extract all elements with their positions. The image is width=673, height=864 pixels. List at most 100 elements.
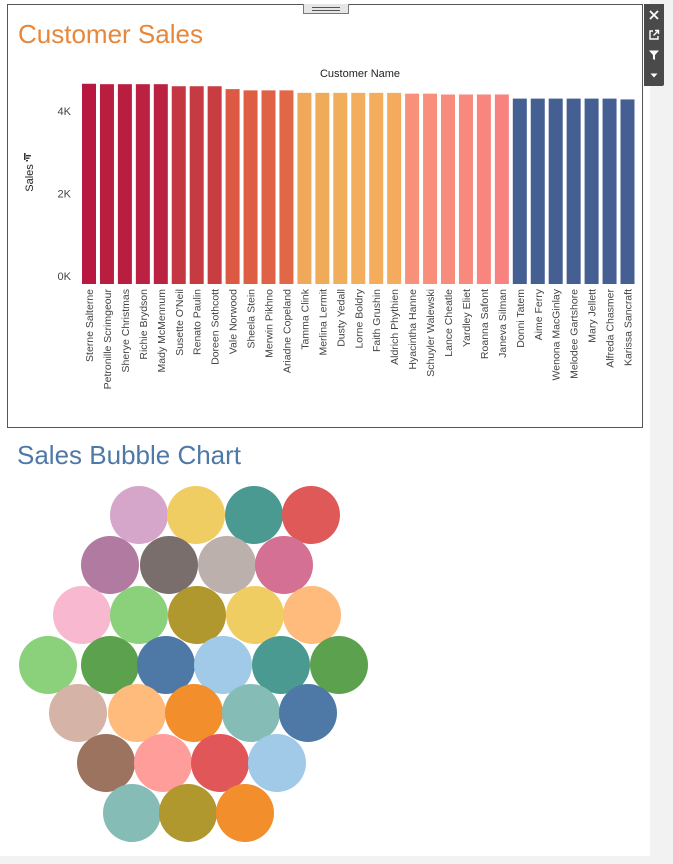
- sales-bubble[interactable]: [168, 586, 226, 644]
- sales-bubble[interactable]: [283, 586, 341, 644]
- customer-name-label: Janeva Silman: [497, 289, 509, 358]
- customer-name-label: Melodee Gartshore: [569, 289, 581, 379]
- sales-bar[interactable]: [405, 93, 420, 284]
- sales-bubble[interactable]: [81, 536, 139, 594]
- sales-bar[interactable]: [297, 92, 312, 284]
- customer-name-label: Faith Grushin: [371, 289, 383, 352]
- customer-name-label: Sherye Christmas: [120, 289, 132, 372]
- customer-name-label: Aldrich Phythien: [389, 289, 401, 365]
- y-tick-label: 2K: [58, 189, 72, 201]
- customer-name-label: Karissa Sancraft: [623, 289, 635, 366]
- sales-bubble[interactable]: [194, 636, 252, 694]
- sales-bubble[interactable]: [81, 636, 139, 694]
- sales-bar[interactable]: [548, 98, 563, 284]
- sales-bubble[interactable]: [248, 734, 306, 792]
- sales-bar[interactable]: [494, 94, 509, 284]
- sales-bubble[interactable]: [140, 536, 198, 594]
- close-icon[interactable]: [644, 5, 664, 25]
- sales-bar[interactable]: [423, 93, 438, 284]
- sales-bar[interactable]: [387, 92, 402, 284]
- customer-name-label: Schuyler Walewski: [425, 289, 437, 377]
- customer-name-label: Mary Jellett: [587, 289, 599, 343]
- filter-icon[interactable]: [644, 45, 664, 65]
- customer-name-label: Sterne Salterne: [84, 289, 96, 362]
- customer-name-label: Petronille Scrimgeour: [102, 289, 114, 390]
- sales-bar[interactable]: [243, 90, 258, 284]
- customer-name-label: Wenona MacGinlay: [551, 288, 563, 380]
- customer-name-label: Yardley Eliet: [461, 289, 473, 347]
- customer-name-label: Dusty Yedall: [335, 289, 347, 347]
- sales-bubble[interactable]: [255, 536, 313, 594]
- sales-bubble[interactable]: [198, 536, 256, 594]
- customer-name-label: Sheela Stein: [246, 289, 258, 349]
- customer-name-label: Donni Tatem: [515, 289, 527, 348]
- sales-bubble[interactable]: [134, 734, 192, 792]
- popout-icon[interactable]: [644, 25, 664, 45]
- sales-bubble[interactable]: [110, 586, 168, 644]
- sales-bar[interactable]: [279, 90, 294, 284]
- sales-bar[interactable]: [512, 98, 527, 284]
- sales-bubble[interactable]: [282, 486, 340, 544]
- sales-bar[interactable]: [602, 98, 617, 284]
- sales-bar[interactable]: [82, 83, 96, 285]
- sales-bar[interactable]: [476, 94, 491, 284]
- sales-bubble[interactable]: [49, 684, 107, 742]
- scroll-gutter: [650, 0, 673, 864]
- sales-bar[interactable]: [351, 92, 366, 284]
- sales-bar[interactable]: [441, 94, 455, 284]
- sales-bar[interactable]: [207, 86, 222, 285]
- customer-name-label: Doreen Sothcott: [210, 289, 222, 365]
- x-axis-title: Customer Name: [320, 68, 400, 80]
- y-tick-label: 0K: [58, 271, 72, 283]
- sales-bubble[interactable]: [103, 784, 161, 842]
- sort-icon[interactable]: [24, 153, 31, 162]
- sales-bubble[interactable]: [19, 636, 77, 694]
- sales-bar[interactable]: [99, 84, 114, 285]
- panel-drag-handle[interactable]: [303, 4, 349, 14]
- sales-bar[interactable]: [225, 89, 240, 285]
- sales-bubble[interactable]: [53, 586, 111, 644]
- sales-bubble[interactable]: [225, 486, 283, 544]
- sales-bar[interactable]: [315, 92, 330, 284]
- customer-name-label: Ariadne Copeland: [281, 289, 293, 373]
- customer-name-label: Aime Ferry: [533, 288, 545, 340]
- dropdown-icon[interactable]: [644, 65, 664, 85]
- sales-bar[interactable]: [189, 86, 204, 285]
- sales-bubble[interactable]: [108, 684, 166, 742]
- sales-bar[interactable]: [117, 84, 132, 285]
- sales-bar[interactable]: [620, 99, 635, 284]
- panel-toolbar: [644, 4, 664, 86]
- sales-bubble[interactable]: [191, 734, 249, 792]
- sales-bubble[interactable]: [252, 636, 310, 694]
- bottom-gutter: [0, 856, 673, 864]
- sales-bar[interactable]: [530, 98, 545, 284]
- sales-bar[interactable]: [369, 92, 384, 284]
- bubble-chart-title: Sales Bubble Chart: [17, 440, 242, 470]
- sales-bar[interactable]: [261, 90, 276, 284]
- sales-bubble[interactable]: [137, 636, 195, 694]
- sales-bubble[interactable]: [159, 784, 217, 842]
- sales-bubble[interactable]: [110, 486, 168, 544]
- customer-name-label: Renato Paulin: [192, 289, 204, 355]
- customer-name-label: Roanna Safont: [479, 289, 491, 359]
- sales-bubble[interactable]: [165, 684, 223, 742]
- customer-name-label: Lorne Boldry: [353, 288, 365, 348]
- sales-bubble[interactable]: [222, 684, 280, 742]
- customer-name-label: Mady McMennum: [156, 289, 168, 373]
- sales-bar[interactable]: [566, 98, 581, 284]
- sales-bar[interactable]: [135, 84, 150, 285]
- sales-bubble[interactable]: [216, 784, 274, 842]
- sales-bar[interactable]: [153, 84, 168, 285]
- sales-bar[interactable]: [584, 98, 599, 284]
- sales-bar[interactable]: [333, 92, 348, 284]
- sales-bubble[interactable]: [77, 734, 135, 792]
- sales-bar[interactable]: [458, 94, 473, 284]
- sales-bar[interactable]: [171, 86, 186, 285]
- sales-bubble[interactable]: [226, 586, 284, 644]
- customer-name-label: Susette O'Neil: [174, 289, 186, 356]
- sales-bubble[interactable]: [167, 486, 225, 544]
- sales-bubble[interactable]: [310, 636, 368, 694]
- customer-name-label: Hyacintha Hanne: [407, 289, 419, 370]
- sales-bubble[interactable]: [279, 684, 337, 742]
